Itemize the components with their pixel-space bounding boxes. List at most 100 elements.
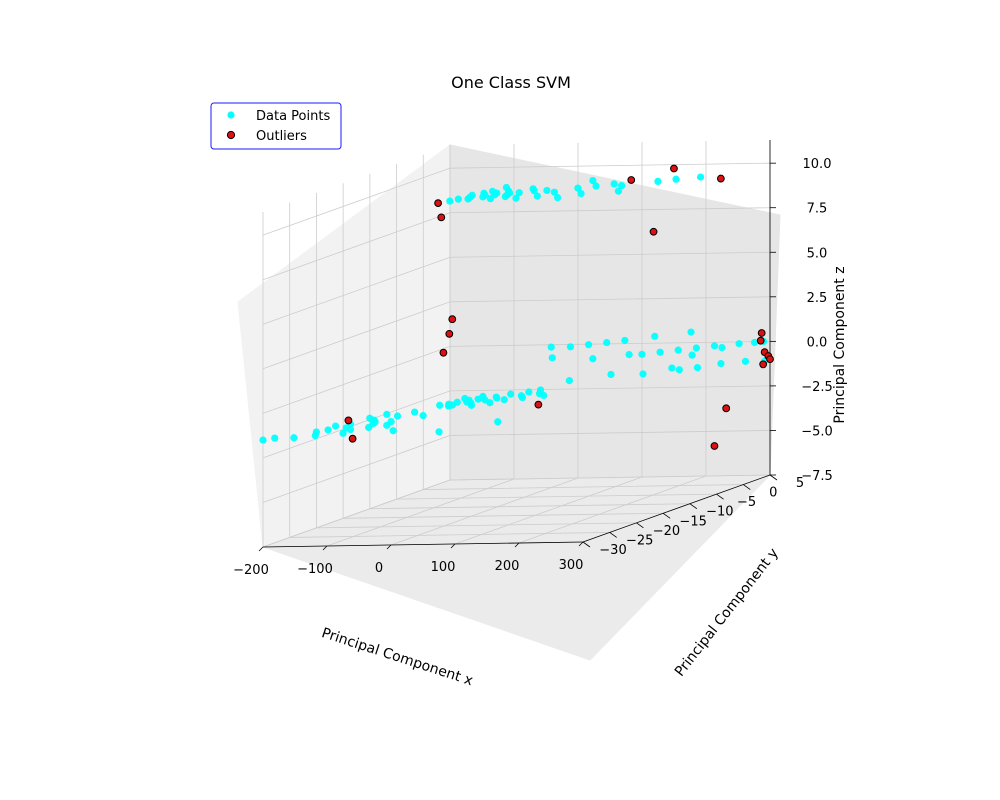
- outlier-point: [437, 213, 446, 222]
- data-point: [675, 366, 683, 374]
- data-point: [654, 177, 662, 185]
- data-point: [672, 175, 680, 183]
- z-tick-label: 2.5: [807, 291, 828, 306]
- outlier-point: [534, 400, 543, 409]
- z-grid-line: [262, 430, 771, 503]
- data-point: [607, 370, 615, 379]
- data-point: [589, 176, 597, 185]
- data-point: [741, 357, 750, 365]
- x-tick-mark: [322, 545, 328, 551]
- y-tick-mark: [716, 493, 724, 500]
- data-point: [589, 355, 597, 363]
- outlier-point: [710, 442, 719, 450]
- z-tick-label: 5.0: [807, 246, 828, 261]
- x-tick-label: 100: [431, 560, 456, 575]
- legend-frame: [210, 102, 342, 150]
- legend-label-data-points: Data Points: [256, 109, 330, 124]
- data-point: [718, 343, 726, 352]
- data-point: [565, 377, 573, 385]
- data-point: [365, 423, 373, 432]
- legend-marker-outliers: [226, 130, 236, 140]
- data-point: [584, 341, 593, 349]
- z-tick-label: 7.5: [807, 202, 828, 217]
- data-point: [332, 422, 340, 430]
- x-tick-label: −200: [233, 563, 269, 578]
- x-tick-mark: [578, 541, 584, 547]
- data-point: [577, 189, 585, 198]
- x-tick-mark: [514, 542, 520, 548]
- x-tick-mark: [386, 544, 392, 550]
- data-point: [547, 343, 555, 351]
- data-point: [710, 342, 719, 350]
- z-grid-line: [262, 385, 771, 459]
- axis-ticks: −200 −100 0 100 200 300 −30−25−20−15−10 −5 0 5−7.…: [233, 140, 833, 578]
- data-point: [389, 427, 397, 435]
- data-point: [324, 426, 332, 434]
- legend-marker-data-points: [227, 111, 235, 119]
- data-point: [697, 173, 705, 181]
- z-grid-line: [262, 474, 771, 548]
- outlier-point: [439, 348, 448, 357]
- axes-panes: [237, 144, 781, 661]
- x-tick-mark: [450, 543, 456, 549]
- outlier-point: [344, 416, 353, 425]
- y-tick-label: −5: [737, 495, 756, 510]
- z-grid-line: [262, 296, 771, 370]
- data-point: [656, 348, 664, 356]
- data-point: [411, 408, 419, 416]
- data-point: [446, 197, 454, 205]
- x-axis-line: [262, 541, 584, 548]
- data-point: [492, 393, 500, 401]
- z-grid-line: [262, 207, 771, 281]
- data-point: [515, 189, 523, 197]
- data-point: [543, 186, 551, 195]
- data-point: [603, 338, 611, 347]
- y-tick-label: −25: [626, 533, 653, 548]
- data-point: [436, 401, 444, 409]
- data-point: [383, 410, 391, 418]
- data-point: [486, 399, 494, 407]
- data-point: [486, 195, 494, 203]
- data-point: [548, 354, 556, 362]
- data-point: [512, 194, 520, 202]
- y-tick-label: 0: [769, 486, 777, 501]
- data-point: [393, 412, 402, 420]
- y-axis-label: Principal Component y: [672, 545, 782, 679]
- legend-label-outliers: Outliers: [256, 129, 307, 144]
- x-tick-label: −100: [297, 562, 333, 577]
- data-point: [529, 185, 537, 193]
- data-point: [444, 402, 453, 410]
- data-point: [494, 418, 502, 426]
- y-tick-label: −20: [653, 524, 680, 539]
- data-point: [464, 195, 472, 203]
- y-tick-mark: [769, 474, 778, 481]
- outlier-point: [716, 174, 725, 183]
- data-point: [461, 394, 469, 403]
- z-tick-label: −5.0: [801, 424, 833, 439]
- x-tick-label: 300: [559, 558, 584, 573]
- data-point: [501, 192, 509, 201]
- y-tick-mark: [636, 522, 644, 529]
- data-point: [668, 364, 676, 372]
- z-tick-label: 0.0: [807, 335, 828, 350]
- z-grid-line: [262, 162, 771, 236]
- data-point: [692, 344, 700, 352]
- data-point: [687, 328, 695, 336]
- x-tick-label: 200: [495, 559, 520, 574]
- outlier-point: [670, 164, 678, 173]
- data-point: [525, 388, 533, 396]
- outlier-point: [766, 355, 774, 364]
- data-point: [693, 364, 702, 372]
- data-point: [536, 386, 545, 394]
- y-tick-label: −30: [599, 543, 626, 558]
- z-grid-line: [262, 340, 771, 414]
- data-point: [339, 429, 347, 437]
- y-tick-mark: [689, 503, 698, 510]
- data-point: [688, 351, 696, 359]
- y-tick-label: −10: [706, 505, 733, 520]
- outlier-point: [348, 434, 357, 443]
- pane-left-wall: [237, 144, 451, 548]
- data-point: [618, 182, 626, 190]
- outlier-point: [722, 404, 731, 413]
